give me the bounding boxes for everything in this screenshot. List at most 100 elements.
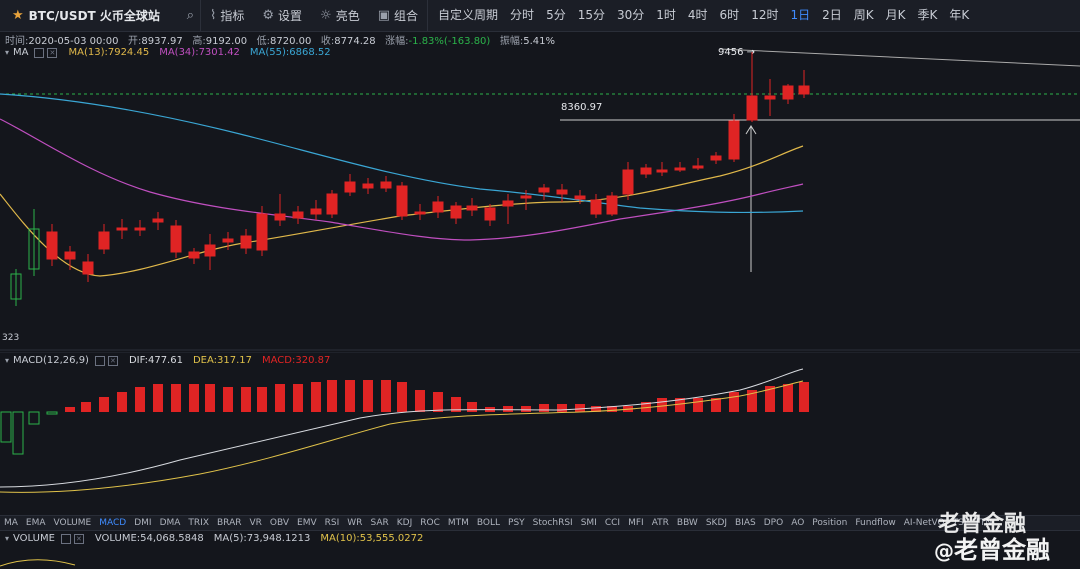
macd-bar xyxy=(311,382,321,412)
period-tab-12[interactable]: 月K xyxy=(885,8,906,22)
layout-button[interactable]: ▣ 组合 xyxy=(369,0,427,31)
candle-body xyxy=(502,200,514,207)
indicator-tab-kdj[interactable]: KDJ xyxy=(396,518,413,528)
indicator-tab-obv[interactable]: OBV xyxy=(269,518,290,528)
macd-bar xyxy=(117,392,127,412)
indicator-tab-mfi[interactable]: MFI xyxy=(628,518,644,528)
star-icon[interactable]: ★ xyxy=(12,8,24,23)
period-tab-2[interactable]: 5分 xyxy=(546,8,566,22)
indicator-button[interactable]: ⌇ 指标 xyxy=(201,0,253,31)
indicator-tab-psy[interactable]: PSY xyxy=(508,518,525,528)
indicator-tab-tsi[interactable]: TSI xyxy=(952,518,967,528)
indicator-tab-ttn[interactable]: TTN xyxy=(974,518,993,528)
ohlc-info: 时间:2020-05-03 00:00 开:8937.97 高:9192.00 … xyxy=(5,32,555,47)
visibility-toggle[interactable] xyxy=(94,355,105,366)
indicator-tab-ai-netvo[interactable]: AI-NetVO xyxy=(903,518,945,528)
indicator-tab-stochrsi[interactable]: StochRSI xyxy=(532,518,573,528)
macd-bar xyxy=(575,404,585,412)
period-tab-11[interactable]: 周K xyxy=(853,8,874,22)
volume-legend: ▾ VOLUME ✕ VOLUME:54,068.5848 MA(5):73,9… xyxy=(5,533,423,544)
indicator-tab-volume[interactable]: VOLUME xyxy=(53,518,92,528)
indicator-tab-dpo[interactable]: DPO xyxy=(763,518,784,528)
period-tab-8[interactable]: 12时 xyxy=(751,8,779,22)
ma55-line xyxy=(0,93,804,214)
macd-chart[interactable] xyxy=(0,352,1080,515)
close-icon[interactable]: ✕ xyxy=(73,533,84,544)
indicator-tab-macd[interactable]: MACD xyxy=(99,518,127,528)
indicator-tab-mtm[interactable]: MTM xyxy=(447,518,469,528)
collapse-icon[interactable]: ▾ xyxy=(5,356,10,365)
period-tab-14[interactable]: 年K xyxy=(949,8,970,22)
period-tab-5[interactable]: 1时 xyxy=(656,8,676,22)
collapse-icon[interactable]: ▾ xyxy=(5,534,10,543)
indicator-tab-emv[interactable]: EMV xyxy=(297,518,317,528)
indicator-tab-wr[interactable]: WR xyxy=(347,518,363,528)
indicator-tab-ema[interactable]: EMA xyxy=(25,518,46,528)
indicator-tab-cci[interactable]: CCI xyxy=(604,518,621,528)
period-tab-13[interactable]: 季K xyxy=(917,8,938,22)
settings-button[interactable]: ⚙ 设置 xyxy=(253,0,311,31)
period-tab-7[interactable]: 6时 xyxy=(719,8,740,22)
indicator-tab-trix[interactable]: TRIX xyxy=(188,518,209,528)
candlestick-chart[interactable]: 9456 → 8360.97 323 xyxy=(0,44,1080,352)
period-tab-10[interactable]: 2日 xyxy=(822,8,842,22)
period-tab-3[interactable]: 15分 xyxy=(577,8,605,22)
period-tab-4[interactable]: 30分 xyxy=(616,8,645,22)
theme-label: 亮色 xyxy=(335,9,360,23)
indicator-tab-skdj[interactable]: SKDJ xyxy=(705,518,728,528)
candle-body xyxy=(64,251,76,260)
candle-body xyxy=(256,213,268,251)
candle-body xyxy=(310,208,322,215)
close-icon[interactable]: ✕ xyxy=(107,355,118,366)
indicator-tab-fundflow[interactable]: Fundflow xyxy=(855,518,896,528)
collapse-icon[interactable]: ▾ xyxy=(5,48,10,57)
indicator-tab-boll[interactable]: BOLL xyxy=(476,518,501,528)
visibility-toggle[interactable] xyxy=(60,533,71,544)
indicator-tab-bbw[interactable]: BBW xyxy=(676,518,698,528)
macd-bar xyxy=(415,390,425,412)
divider xyxy=(427,0,429,31)
indicator-tab-dma[interactable]: DMA xyxy=(159,518,181,528)
candle-body xyxy=(728,120,740,160)
indicator-tab-sar[interactable]: SAR xyxy=(370,518,389,528)
indicator-tab-dmi[interactable]: DMI xyxy=(134,518,152,528)
symbol-selector[interactable]: ★ BTC/USDT 火币全球站 ⌕ xyxy=(0,7,200,24)
indicator-tab-atr[interactable]: ATR xyxy=(651,518,669,528)
candle-body xyxy=(414,211,426,215)
candle-body xyxy=(188,251,200,259)
indicator-tab-position[interactable]: Position xyxy=(812,518,848,528)
volume-chart[interactable] xyxy=(0,546,1080,569)
close-icon[interactable]: ✕ xyxy=(47,47,58,58)
period-tab-6[interactable]: 4时 xyxy=(687,8,708,22)
candle-body xyxy=(152,218,164,223)
low-label: 低: xyxy=(256,36,270,47)
indicator-tab-rsi[interactable]: RSI xyxy=(324,518,340,528)
watermark-handle: @老曾金融 xyxy=(934,530,1050,565)
watermark-at: @ xyxy=(934,539,954,563)
indicator-tab-brar[interactable]: BRAR xyxy=(217,518,242,528)
candle-body xyxy=(222,238,234,243)
candle-body xyxy=(10,273,22,300)
macd-bar xyxy=(223,387,233,412)
indicator-tab-ao[interactable]: AO xyxy=(791,518,805,528)
theme-button[interactable]: ☼ 亮色 xyxy=(311,0,369,31)
period-tab-0[interactable]: 自定义周期 xyxy=(438,8,499,22)
period-tab-9[interactable]: 1日 xyxy=(790,8,811,22)
time-label: 时间: xyxy=(5,36,29,47)
search-icon[interactable]: ⌕ xyxy=(186,8,194,23)
trend-line xyxy=(719,48,1080,67)
volume-ma5-value: MA(5):73,948.1213 xyxy=(213,533,311,544)
indicator-tab-roc[interactable]: ROC xyxy=(420,518,440,528)
indicator-tab-smi[interactable]: SMI xyxy=(580,518,597,528)
period-tab-1[interactable]: 分时 xyxy=(510,8,535,22)
period-tabs: 自定义周期 分时 5分 15分 30分 1时 4时 6时 12时 1日 2日 周K 月K 季K 年K xyxy=(428,0,975,31)
visibility-toggle[interactable] xyxy=(34,47,45,58)
macd-bar xyxy=(28,411,40,425)
candle-body xyxy=(450,205,462,219)
indicator-tab-vr[interactable]: VR xyxy=(249,518,262,528)
macd-bar xyxy=(81,402,91,412)
candle-body xyxy=(640,167,652,175)
indicator-tab-ma[interactable]: MA xyxy=(4,518,18,528)
macd-bar xyxy=(539,404,549,412)
indicator-tab-bias[interactable]: BIAS xyxy=(735,518,756,528)
